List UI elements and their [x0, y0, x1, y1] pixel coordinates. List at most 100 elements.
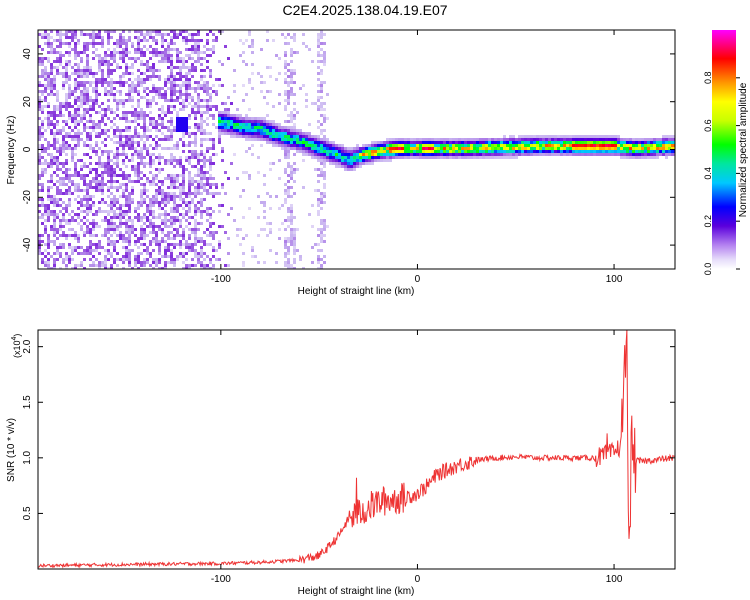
spectrogram-cell [179, 156, 182, 159]
spectrogram-cell [164, 126, 167, 129]
spectrogram-cell [635, 153, 638, 156]
spectrogram-cell [83, 204, 86, 207]
spectrogram-cell [227, 114, 230, 117]
spectrogram-cell [368, 156, 371, 159]
spectrogram-cell [158, 33, 161, 36]
spectrogram-cell [227, 264, 230, 267]
spectrogram-cell [71, 249, 74, 252]
spectrogram-cell [131, 144, 134, 147]
spectrogram-cell [251, 63, 254, 66]
spectrogram-cell [482, 147, 485, 150]
spectrogram-cell [116, 150, 119, 153]
spectrogram-cell [473, 138, 476, 141]
spectrogram-cell [128, 129, 131, 132]
spectrogram-cell [194, 105, 197, 108]
spectrogram-cell [188, 207, 191, 210]
spectrogram-cell [56, 162, 59, 165]
spectrogram-cell [659, 153, 662, 156]
spectrogram-cell [122, 174, 125, 177]
spectrogram-cell [323, 117, 326, 120]
spectrogram-cell [98, 246, 101, 249]
spectrogram-cell [179, 204, 182, 207]
spectrogram-cell [221, 102, 224, 105]
spectrogram-cell [446, 141, 449, 144]
spectrogram-cell [65, 255, 68, 258]
spectrogram-cell [509, 156, 512, 159]
spectrogram-cell [200, 150, 203, 153]
spectrogram-cell [227, 123, 230, 126]
spectrogram-cell [509, 153, 512, 156]
spectrogram-cell [347, 168, 350, 171]
spectrogram-cell [38, 210, 41, 213]
spectrogram-cell [287, 192, 290, 195]
spectrogram-cell [134, 210, 137, 213]
spectrogram-cell [161, 267, 164, 269]
spectrogram-cell [647, 156, 650, 159]
spectrogram-cell [203, 231, 206, 234]
spectrogram-cell [176, 258, 179, 261]
spectrogram-cell [332, 147, 335, 150]
spectrogram-cell [161, 198, 164, 201]
spectrogram-cell [122, 258, 125, 261]
spectrogram-cell [158, 168, 161, 171]
spectrogram-cell [128, 258, 131, 261]
spectrogram-cell [311, 204, 314, 207]
spectrogram-cell [77, 99, 80, 102]
spectrogram-cell [92, 33, 95, 36]
spectrogram-cell [404, 153, 407, 156]
spectrogram-cell [218, 60, 221, 63]
spectrogram-cell [80, 93, 83, 96]
spectrogram-cell [107, 165, 110, 168]
spectrogram-cell [116, 114, 119, 117]
spectrogram-cell [116, 45, 119, 48]
spectrogram-cell [149, 129, 152, 132]
spectrogram-cell [656, 147, 659, 150]
spectrogram-cell [74, 42, 77, 45]
spectrogram-cell [152, 87, 155, 90]
spectrogram-cell [125, 51, 128, 54]
spectrogram-cell [95, 171, 98, 174]
spectrogram-cell [104, 78, 107, 81]
spectrogram-cell [179, 222, 182, 225]
spectrogram-cell [626, 156, 629, 159]
spectrogram-cell [116, 81, 119, 84]
spectrogram-cell [50, 132, 53, 135]
spectrogram-cell [125, 141, 128, 144]
spectrogram-cell [602, 150, 605, 153]
spectrogram-cell [272, 135, 275, 138]
spectrogram-cell [290, 174, 293, 177]
spectrogram-cell [41, 75, 44, 78]
spectrogram-cell [74, 36, 77, 39]
spectrogram-cell [179, 93, 182, 96]
spectrogram-cell [515, 141, 518, 144]
spectrogram-cell [635, 147, 638, 150]
spectrogram-cell [197, 171, 200, 174]
spectrogram-cell [125, 66, 128, 69]
spectrogram-cell [218, 114, 221, 117]
spectrogram-cell [143, 165, 146, 168]
spectrogram-cell [212, 264, 215, 267]
spectrogram-cell [668, 153, 671, 156]
spectrogram-cell [74, 51, 77, 54]
spectrogram-cell [113, 48, 116, 51]
spectrogram-cell [137, 45, 140, 48]
spectrogram-cell [134, 258, 137, 261]
spectrogram-cell [263, 228, 266, 231]
spectrogram-cell [302, 267, 305, 269]
spectrogram-cell [296, 111, 299, 114]
spectrogram-cell [116, 189, 119, 192]
spectrogram-cell [560, 147, 563, 150]
spectrogram-cell [131, 165, 134, 168]
spectrogram-cell [272, 126, 275, 129]
spectrogram-cell [107, 39, 110, 42]
spectrogram-cell [263, 216, 266, 219]
spectrogram-cell [182, 216, 185, 219]
spectrogram-cell [77, 237, 80, 240]
spectrogram-cell [413, 150, 416, 153]
spectrogram-cell [587, 147, 590, 150]
spectrogram-cell [56, 213, 59, 216]
spectrogram-cell [581, 150, 584, 153]
spectrogram-cell [212, 192, 215, 195]
spectrogram-cell [254, 135, 257, 138]
spectrogram-cell [617, 138, 620, 141]
